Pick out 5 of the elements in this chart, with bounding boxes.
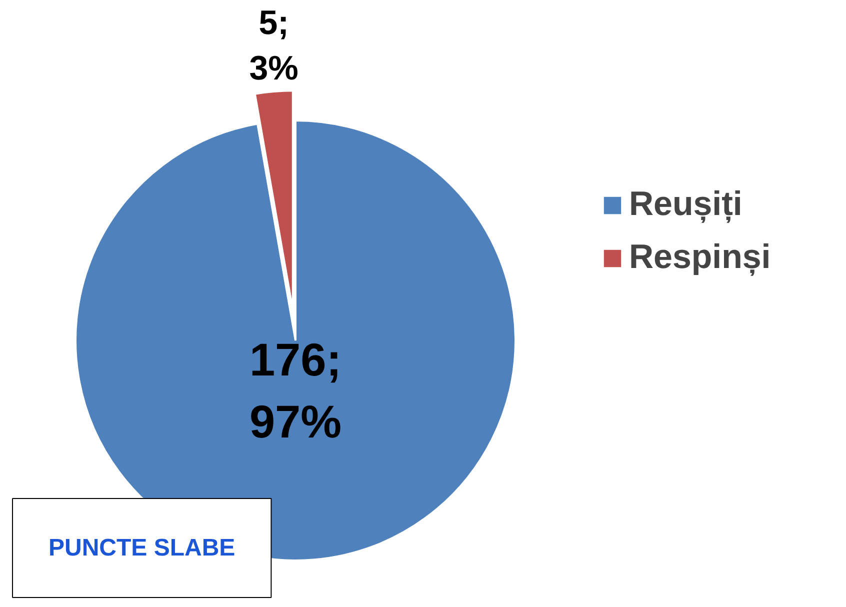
data-label: 176; 97%	[249, 333, 342, 448]
legend-label: Respinși	[629, 238, 771, 277]
legend-label: Reușiți	[629, 185, 742, 224]
text: PUNCTE SLABE	[48, 534, 236, 562]
data-label: 5; 3%	[249, 4, 298, 88]
